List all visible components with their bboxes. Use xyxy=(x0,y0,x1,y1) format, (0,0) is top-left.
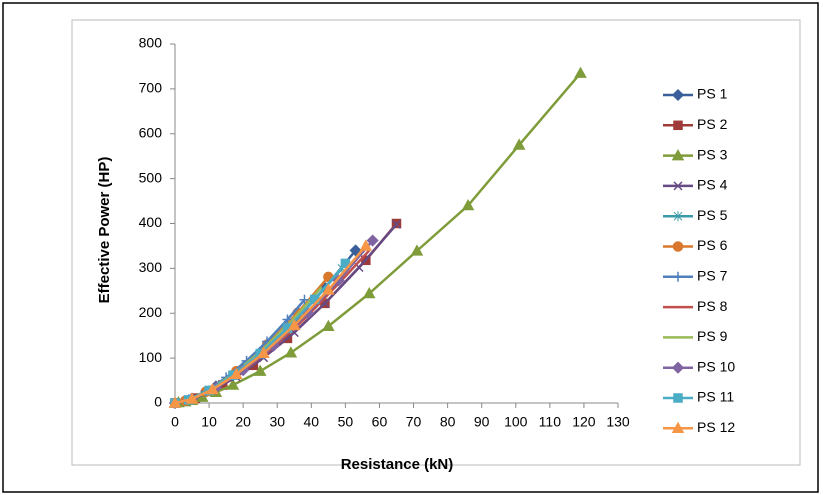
marker xyxy=(671,88,685,102)
data-point xyxy=(332,274,345,287)
y-tick-label: 600 xyxy=(139,124,163,140)
y-axis-label: Effective Power (HP) xyxy=(96,157,113,304)
series-line xyxy=(174,245,367,405)
data-point xyxy=(282,314,293,325)
marker xyxy=(671,421,685,434)
y-tick-label: 700 xyxy=(139,80,163,96)
data-point xyxy=(410,244,424,256)
legend-label: PS 3 xyxy=(697,146,728,162)
x-tick-label: 90 xyxy=(474,414,490,430)
data-point xyxy=(226,378,240,390)
y-tick-label: 0 xyxy=(154,394,162,410)
data-point xyxy=(349,244,362,257)
marker xyxy=(671,149,685,161)
legend-label: PS 8 xyxy=(697,298,728,314)
marker xyxy=(673,211,683,222)
y-tick-label: 100 xyxy=(139,349,163,365)
legend-label: PS 6 xyxy=(697,237,728,253)
legend-label: PS 5 xyxy=(697,207,728,223)
x-tick-label: 30 xyxy=(269,414,285,430)
data-point xyxy=(359,239,373,251)
y-tick-label: 200 xyxy=(139,304,163,320)
legend-label: PS 12 xyxy=(697,419,735,435)
data-point xyxy=(206,382,219,395)
data-point xyxy=(284,346,298,358)
x-axis-label: Resistance (kN) xyxy=(341,456,454,473)
data-point xyxy=(257,346,270,358)
marker xyxy=(671,361,685,374)
legend-label: PS 10 xyxy=(697,358,735,374)
y-tick-label: 300 xyxy=(139,259,163,275)
data-point xyxy=(185,392,199,404)
data-point xyxy=(362,286,376,299)
marker xyxy=(673,271,683,282)
x-tick-label: 80 xyxy=(440,414,456,430)
y-tick-label: 400 xyxy=(139,214,163,230)
x-tick-label: 130 xyxy=(606,414,630,430)
legend-label: PS 4 xyxy=(697,177,728,193)
data-point xyxy=(391,219,402,229)
data-point xyxy=(512,138,526,150)
legend-label: PS 11 xyxy=(697,389,734,405)
data-point xyxy=(230,367,243,380)
x-tick-label: 40 xyxy=(304,414,320,430)
data-point xyxy=(366,234,379,247)
legend-label: PS 1 xyxy=(697,86,728,102)
legend-label: PS 9 xyxy=(697,328,728,344)
x-tick-label: 0 xyxy=(171,414,179,430)
marker xyxy=(672,241,684,252)
data-point xyxy=(574,66,587,78)
data-point xyxy=(461,199,475,211)
x-tick-label: 60 xyxy=(372,414,388,430)
x-tick-label: 50 xyxy=(338,414,354,430)
data-point xyxy=(299,294,310,305)
marker xyxy=(673,181,683,191)
marker xyxy=(673,393,683,403)
x-tick-label: 20 xyxy=(235,414,251,430)
legend-label: PS 7 xyxy=(697,268,728,284)
data-point xyxy=(287,318,301,331)
x-tick-label: 70 xyxy=(406,414,422,430)
x-tick-label: 120 xyxy=(572,414,596,430)
data-point xyxy=(322,319,335,332)
data-point xyxy=(322,283,335,295)
data-point xyxy=(253,364,267,376)
marker xyxy=(673,120,683,131)
x-tick-label: 110 xyxy=(539,414,562,430)
y-tick-label: 500 xyxy=(139,169,163,185)
x-tick-label: 100 xyxy=(504,414,528,430)
legend-label: PS 2 xyxy=(697,116,728,132)
y-tick-label: 800 xyxy=(139,35,163,51)
plot-frame xyxy=(71,19,801,466)
data-point xyxy=(168,396,182,408)
x-tick-label: 10 xyxy=(201,414,217,430)
